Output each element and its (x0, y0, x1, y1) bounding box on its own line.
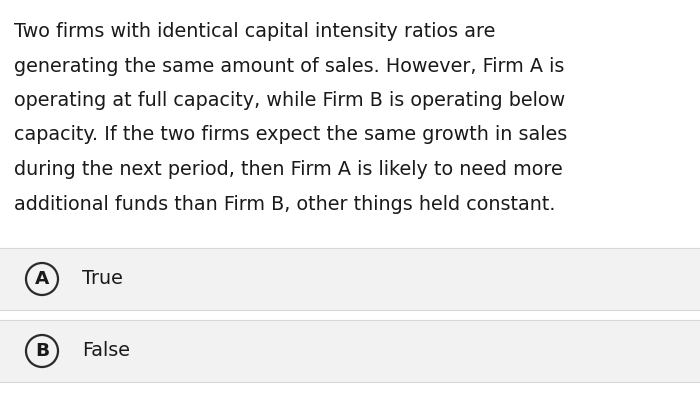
Text: capacity. If the two firms expect the same growth in sales: capacity. If the two firms expect the sa… (14, 126, 567, 144)
Text: False: False (82, 342, 130, 360)
Text: Two firms with identical capital intensity ratios are: Two firms with identical capital intensi… (14, 22, 496, 41)
Text: additional funds than Firm B, other things held constant.: additional funds than Firm B, other thin… (14, 194, 556, 213)
Text: True: True (82, 269, 123, 288)
Text: A: A (35, 270, 49, 288)
Bar (0, 248, 700, 310)
Text: operating at full capacity, while Firm B is operating below: operating at full capacity, while Firm B… (14, 91, 565, 110)
Text: B: B (35, 342, 49, 360)
Text: generating the same amount of sales. However, Firm A is: generating the same amount of sales. How… (14, 57, 564, 75)
Bar (0, 320, 700, 382)
Text: during the next period, then Firm A is likely to need more: during the next period, then Firm A is l… (14, 160, 563, 179)
